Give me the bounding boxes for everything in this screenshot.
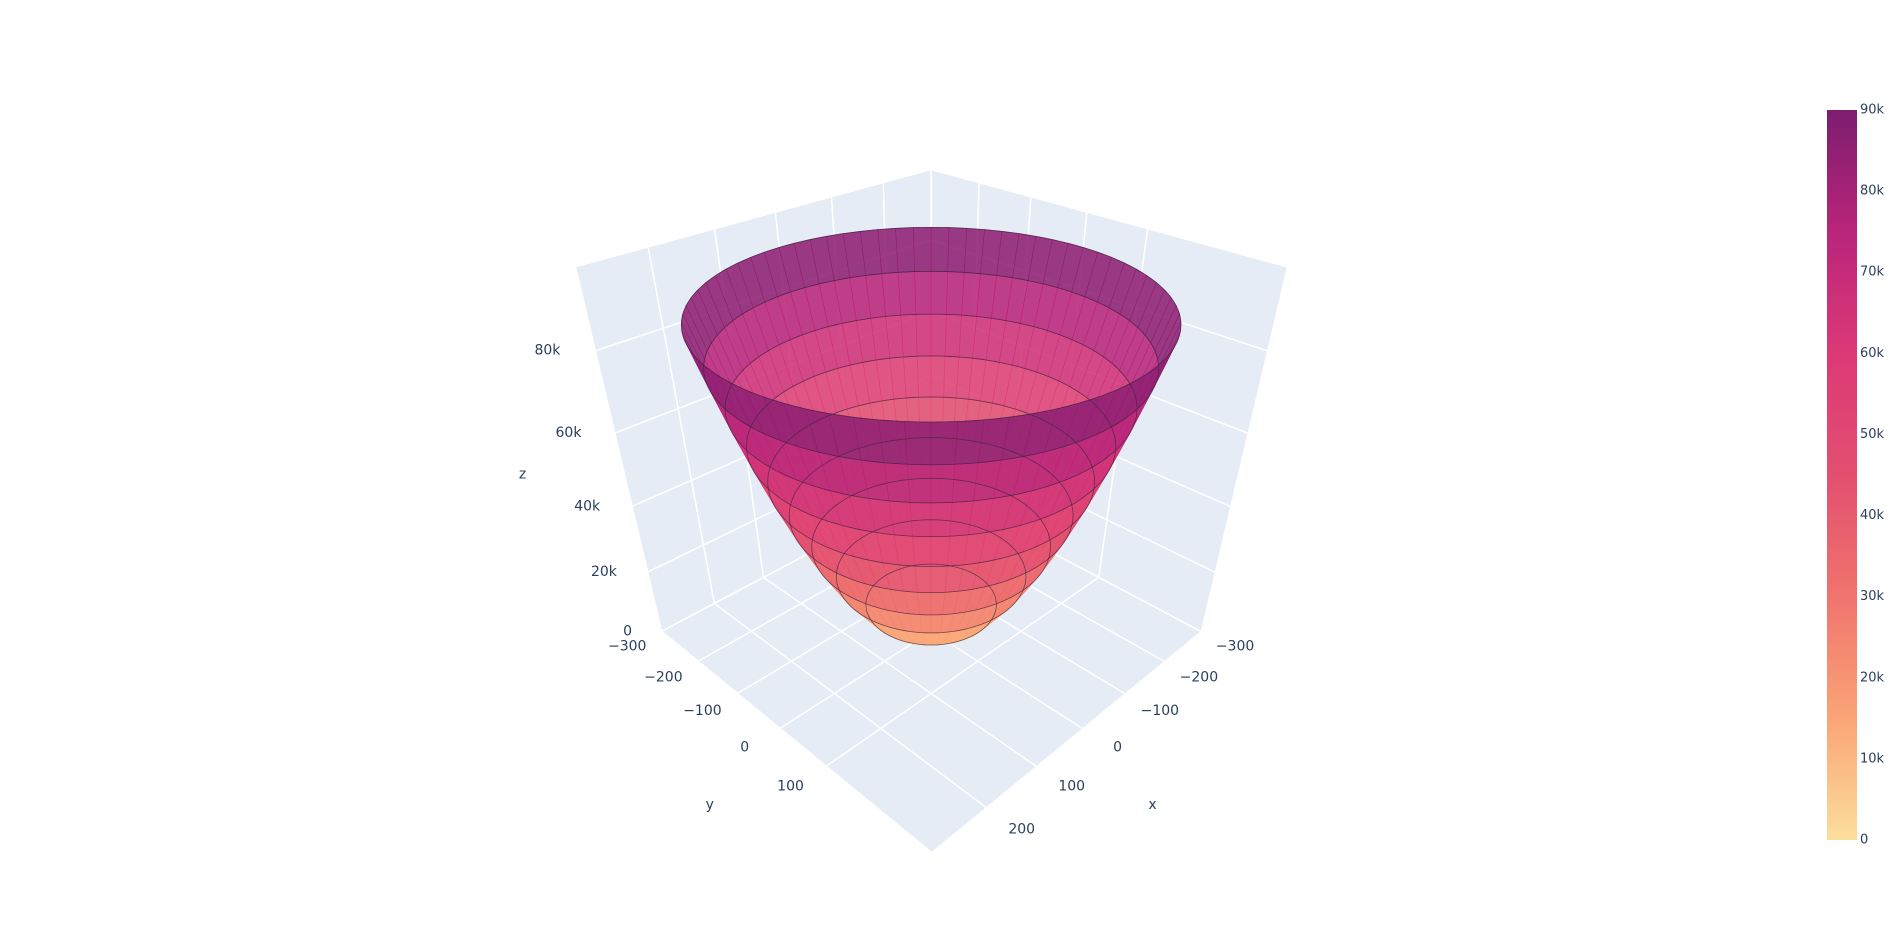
surface-patch [907, 463, 932, 504]
contour-ring [703, 270, 1159, 466]
surface-patch [946, 271, 965, 316]
contour-ring [767, 396, 1095, 567]
floor-plane [661, 488, 1201, 852]
tick-label: −200 [1180, 669, 1218, 685]
colorbar-tick-label: 0 [1860, 833, 1868, 848]
contour-ring [836, 519, 1027, 634]
grid-line [647, 247, 716, 604]
colorbar-tick-label: 50k [1860, 427, 1885, 442]
tick-label: −300 [1216, 638, 1254, 654]
tick-label: 20k [591, 564, 618, 580]
surface-patch [930, 421, 959, 466]
surface-patch [912, 227, 932, 272]
tick-label: 100 [1058, 779, 1085, 795]
grid-line [574, 267, 663, 632]
colorbar-tick-label: 10k [1860, 751, 1885, 766]
axis-title: x [1148, 797, 1156, 813]
surface-patch [915, 313, 932, 357]
surface-patch [930, 591, 946, 616]
tick-label: 40k [574, 498, 601, 514]
contour-ring [680, 226, 1182, 423]
tick-label: 0 [1113, 739, 1122, 755]
surface-patch [914, 270, 932, 315]
grid-line [713, 602, 987, 808]
colorbar-tick-label: 60k [1860, 346, 1885, 361]
surface-patch [930, 227, 950, 272]
tick-label: 300 [954, 869, 981, 885]
tick-label: −100 [683, 703, 721, 719]
tick-label: 100 [777, 779, 804, 795]
surface-patch [904, 421, 932, 466]
colorbar-tick-label: 80k [1860, 184, 1885, 199]
surface-patch [916, 591, 932, 616]
contour-ring [865, 563, 997, 646]
surface-patch [914, 565, 932, 593]
axis-title: y [706, 797, 714, 813]
surface-patch [930, 565, 948, 593]
colorbar-tick-label: 90k [1860, 103, 1885, 118]
surface-patch [947, 227, 968, 273]
surface-patch [930, 355, 946, 398]
tick-label: 60k [556, 425, 583, 441]
tick-label: 200 [1008, 822, 1035, 838]
colorbar-bar [1827, 110, 1857, 840]
surface-patch [912, 535, 932, 567]
tick-label: −300 [608, 638, 646, 654]
colorbar-tick-label: 40k [1860, 508, 1885, 523]
surface-patch [930, 463, 956, 504]
axis-title: z [519, 466, 526, 482]
colorbar-tick-label: 30k [1860, 589, 1885, 604]
tick-label: −200 [644, 669, 682, 685]
surface-patch [930, 535, 951, 567]
colorbar-tick-label: 70k [1860, 265, 1885, 280]
surface-patch [895, 227, 915, 273]
contour-ring [724, 313, 1138, 504]
surface-patch [916, 355, 932, 398]
tick-label: 0 [740, 739, 749, 755]
surface-patch [930, 270, 949, 315]
contour-ring [811, 477, 1051, 616]
contour-ring [746, 355, 1117, 537]
grid-line [661, 630, 932, 852]
tick-label: 80k [534, 343, 561, 359]
grid-line [825, 576, 1100, 767]
scene: −300 −200 −100 0 100 200 300 −300 −200 −100 0 100 0 2… [519, 170, 1287, 885]
tick-label: 0 [623, 623, 632, 639]
tick-label: −100 [1141, 703, 1179, 719]
grid-line [763, 576, 1037, 767]
surface-patch [897, 271, 917, 316]
colorbar: 0 10k 20k 30k 40k 50k 60k 70k 80k 90k [1827, 103, 1885, 848]
surface-patch [930, 313, 947, 357]
colorbar-tick-label: 20k [1860, 670, 1885, 685]
